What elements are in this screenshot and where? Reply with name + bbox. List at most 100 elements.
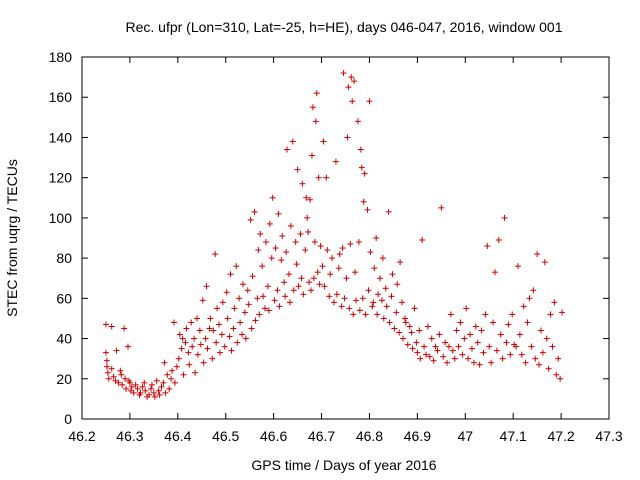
data-point bbox=[130, 389, 137, 396]
data-point bbox=[224, 315, 231, 322]
data-point bbox=[239, 331, 246, 338]
data-point bbox=[150, 389, 157, 396]
data-point bbox=[128, 383, 135, 390]
data-point bbox=[297, 230, 304, 237]
data-point bbox=[242, 335, 249, 342]
data-point bbox=[497, 331, 504, 338]
x-tick-label: 46.4 bbox=[164, 428, 191, 444]
data-point bbox=[266, 220, 273, 227]
data-point bbox=[188, 319, 195, 326]
data-point bbox=[324, 247, 331, 254]
data-point bbox=[203, 283, 210, 290]
y-tick-label: 80 bbox=[56, 250, 72, 266]
data-point bbox=[304, 214, 311, 221]
data-point bbox=[247, 216, 254, 223]
data-point bbox=[362, 311, 369, 318]
data-point bbox=[309, 104, 316, 111]
data-point bbox=[436, 331, 443, 338]
data-point bbox=[122, 375, 129, 382]
data-point bbox=[216, 349, 223, 356]
data-point bbox=[440, 353, 447, 360]
data-point bbox=[408, 329, 415, 336]
data-point bbox=[476, 361, 483, 368]
data-point bbox=[472, 323, 479, 330]
data-point bbox=[353, 297, 360, 304]
data-point bbox=[209, 355, 216, 362]
data-point bbox=[202, 335, 209, 342]
data-point bbox=[102, 349, 109, 356]
data-point bbox=[303, 194, 310, 201]
data-point bbox=[308, 152, 315, 159]
data-point bbox=[134, 385, 141, 392]
data-point bbox=[286, 299, 293, 306]
data-point bbox=[463, 305, 470, 312]
data-point bbox=[105, 375, 112, 382]
data-point bbox=[524, 319, 531, 326]
data-point bbox=[245, 301, 252, 308]
data-point bbox=[344, 134, 351, 141]
data-point bbox=[228, 347, 235, 354]
data-point bbox=[231, 305, 238, 312]
data-point bbox=[244, 287, 251, 294]
data-point bbox=[293, 261, 300, 268]
data-point bbox=[164, 371, 171, 378]
data-point bbox=[373, 235, 380, 241]
data-point bbox=[526, 295, 533, 302]
data-point bbox=[414, 349, 421, 356]
data-point bbox=[186, 361, 193, 368]
data-point bbox=[192, 369, 199, 376]
y-tick-label: 40 bbox=[56, 331, 72, 347]
data-point bbox=[367, 249, 374, 256]
data-point bbox=[553, 371, 560, 378]
data-point bbox=[493, 347, 500, 354]
data-point bbox=[223, 289, 230, 296]
data-point bbox=[402, 319, 409, 326]
data-point bbox=[380, 315, 387, 322]
data-point bbox=[124, 343, 131, 350]
data-point bbox=[227, 271, 234, 278]
x-tick-label: 47.2 bbox=[547, 428, 574, 444]
data-point bbox=[406, 323, 413, 330]
data-point bbox=[119, 381, 126, 388]
data-point bbox=[509, 311, 516, 318]
data-point bbox=[218, 331, 225, 338]
data-point bbox=[459, 351, 466, 358]
data-point bbox=[348, 74, 355, 81]
data-point bbox=[278, 257, 285, 264]
x-tick-label: 46.3 bbox=[116, 428, 143, 444]
data-point bbox=[139, 383, 146, 390]
data-point bbox=[221, 343, 228, 350]
data-point bbox=[289, 138, 296, 145]
data-point bbox=[336, 251, 343, 258]
data-point bbox=[447, 311, 454, 318]
data-point bbox=[239, 281, 246, 288]
data-point bbox=[332, 158, 339, 165]
data-point bbox=[383, 303, 390, 310]
data-point bbox=[507, 351, 514, 358]
data-point bbox=[313, 90, 320, 97]
data-point bbox=[323, 174, 330, 181]
x-tick-label: 46.2 bbox=[68, 428, 95, 444]
data-point bbox=[241, 309, 248, 316]
data-point bbox=[331, 299, 338, 306]
data-point bbox=[248, 325, 255, 332]
data-point bbox=[315, 174, 322, 181]
data-point bbox=[356, 307, 363, 314]
data-point bbox=[268, 255, 275, 262]
data-point bbox=[345, 84, 352, 91]
data-point bbox=[123, 385, 130, 392]
data-point bbox=[230, 325, 237, 332]
data-point bbox=[171, 379, 178, 386]
data-point bbox=[141, 379, 148, 386]
data-point bbox=[352, 269, 359, 276]
data-point bbox=[518, 351, 525, 358]
data-point bbox=[557, 375, 564, 382]
data-point bbox=[121, 325, 128, 332]
data-point bbox=[468, 345, 475, 352]
data-point bbox=[513, 343, 520, 350]
data-point bbox=[520, 303, 527, 310]
data-point bbox=[374, 311, 381, 318]
data-point bbox=[175, 355, 182, 362]
data-point bbox=[314, 269, 321, 276]
data-point bbox=[382, 285, 389, 292]
